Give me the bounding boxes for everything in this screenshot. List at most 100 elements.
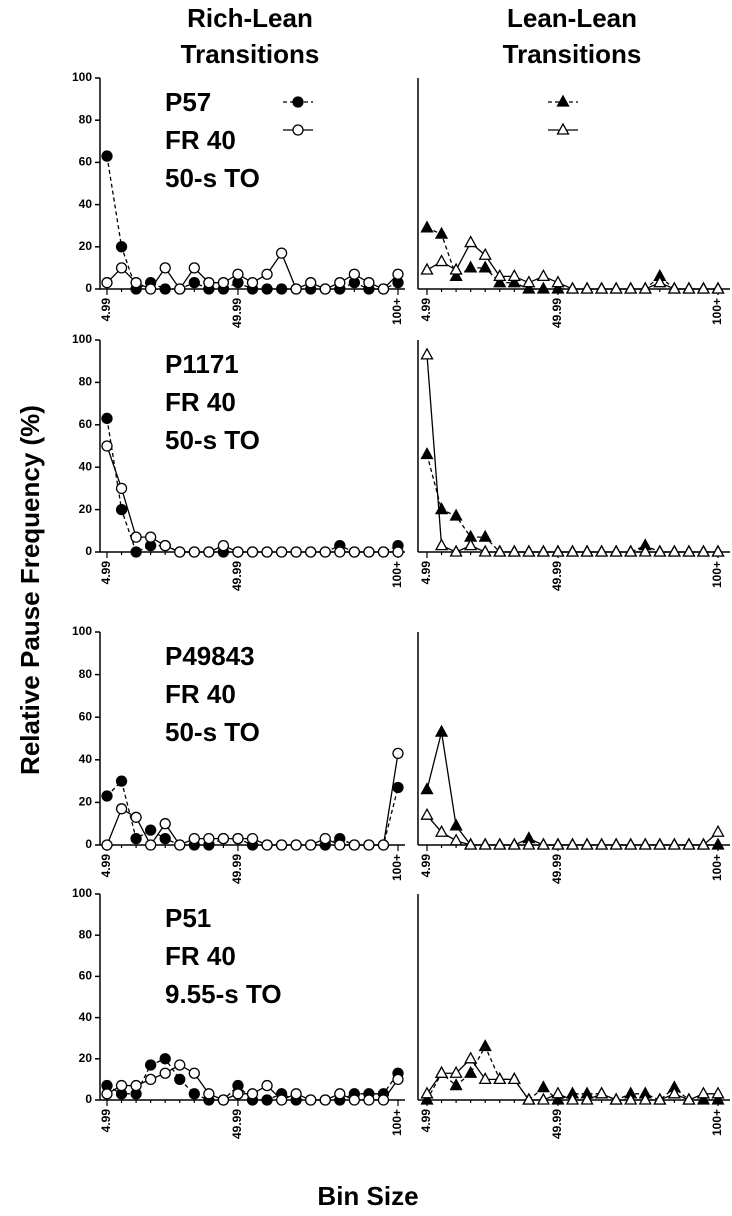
marker: [507, 544, 521, 557]
marker: [290, 1088, 302, 1100]
marker: [551, 1092, 565, 1105]
marker: [522, 281, 536, 294]
marker: [522, 1092, 536, 1105]
column-title: Transitions: [181, 39, 320, 69]
x-tick-label: 49.99: [230, 854, 244, 884]
marker: [595, 1086, 609, 1099]
marker: [363, 839, 375, 851]
x-tick-label: 100+: [390, 561, 404, 588]
marker: [392, 747, 404, 760]
marker: [159, 818, 171, 830]
marker: [595, 837, 609, 850]
marker: [434, 538, 449, 551]
marker: [115, 262, 128, 274]
marker: [420, 1092, 434, 1105]
y-tick-label: 40: [79, 1010, 93, 1024]
marker: [653, 1092, 667, 1105]
marker: [101, 150, 113, 162]
marker: [420, 447, 434, 460]
x-axis-label: Bin Size: [317, 1181, 418, 1211]
y-tick-label: 80: [79, 112, 93, 126]
marker: [144, 283, 157, 295]
marker: [101, 440, 113, 452]
marker: [319, 283, 331, 295]
marker: [711, 544, 725, 557]
marker: [595, 544, 609, 557]
marker: [101, 839, 113, 851]
marker: [290, 839, 302, 851]
marker: [144, 824, 157, 836]
marker: [434, 724, 449, 737]
marker: [363, 546, 375, 558]
marker: [507, 275, 521, 288]
marker: [565, 544, 580, 557]
marker: [434, 1065, 449, 1078]
marker: [130, 811, 142, 823]
marker: [565, 837, 580, 850]
marker: [130, 832, 142, 845]
marker: [159, 832, 171, 845]
marker: [551, 281, 565, 294]
marker: [261, 268, 273, 280]
marker: [449, 833, 463, 846]
marker: [420, 782, 434, 795]
marker: [667, 544, 681, 557]
marker: [682, 281, 696, 294]
marker: [551, 275, 565, 288]
series-line: [426, 354, 718, 553]
marker: [305, 277, 317, 289]
marker: [115, 503, 128, 516]
y-tick-label: 100: [72, 332, 92, 346]
x-tick-label: 100+: [390, 854, 404, 881]
marker: [638, 281, 652, 294]
marker: [420, 347, 434, 360]
marker: [101, 412, 113, 425]
marker: [667, 1086, 681, 1099]
marker: [217, 277, 230, 289]
y-tick-label: 40: [79, 197, 93, 211]
marker: [711, 1086, 725, 1099]
marker: [217, 539, 230, 552]
marker: [203, 1088, 215, 1100]
marker: [536, 268, 550, 281]
marker: [144, 1059, 157, 1071]
y-tick-label: 0: [85, 1092, 92, 1106]
marker: [449, 268, 463, 281]
marker: [638, 544, 652, 557]
marker: [507, 268, 521, 281]
marker: [624, 544, 638, 557]
marker: [305, 546, 317, 558]
marker: [653, 837, 667, 850]
marker: [638, 837, 652, 850]
marker: [420, 220, 434, 233]
marker: [434, 254, 449, 267]
marker: [392, 546, 404, 558]
y-axis-label: Relative Pause Frequency (%): [15, 405, 45, 775]
marker: [711, 1092, 725, 1105]
y-tick-label: 20: [79, 239, 93, 253]
marker: [493, 275, 507, 288]
panel-annotation: FR 40: [165, 387, 236, 417]
marker: [261, 839, 273, 851]
marker: [609, 544, 623, 557]
marker: [261, 1079, 273, 1092]
marker: [101, 1088, 113, 1100]
marker: [305, 1094, 317, 1106]
marker: [130, 546, 142, 558]
marker: [261, 283, 273, 295]
marker: [711, 824, 725, 837]
panel-annotation: 50-s TO: [165, 717, 260, 747]
marker: [682, 837, 696, 850]
marker: [507, 1072, 521, 1085]
marker: [275, 839, 288, 851]
marker: [609, 281, 623, 294]
column-title: Lean-Lean: [507, 3, 637, 33]
marker: [203, 277, 215, 289]
y-tick-label: 40: [79, 752, 93, 766]
marker: [609, 1092, 623, 1105]
marker: [363, 1094, 375, 1106]
marker: [478, 247, 492, 260]
legend-marker: [556, 94, 570, 107]
marker: [478, 1039, 492, 1052]
